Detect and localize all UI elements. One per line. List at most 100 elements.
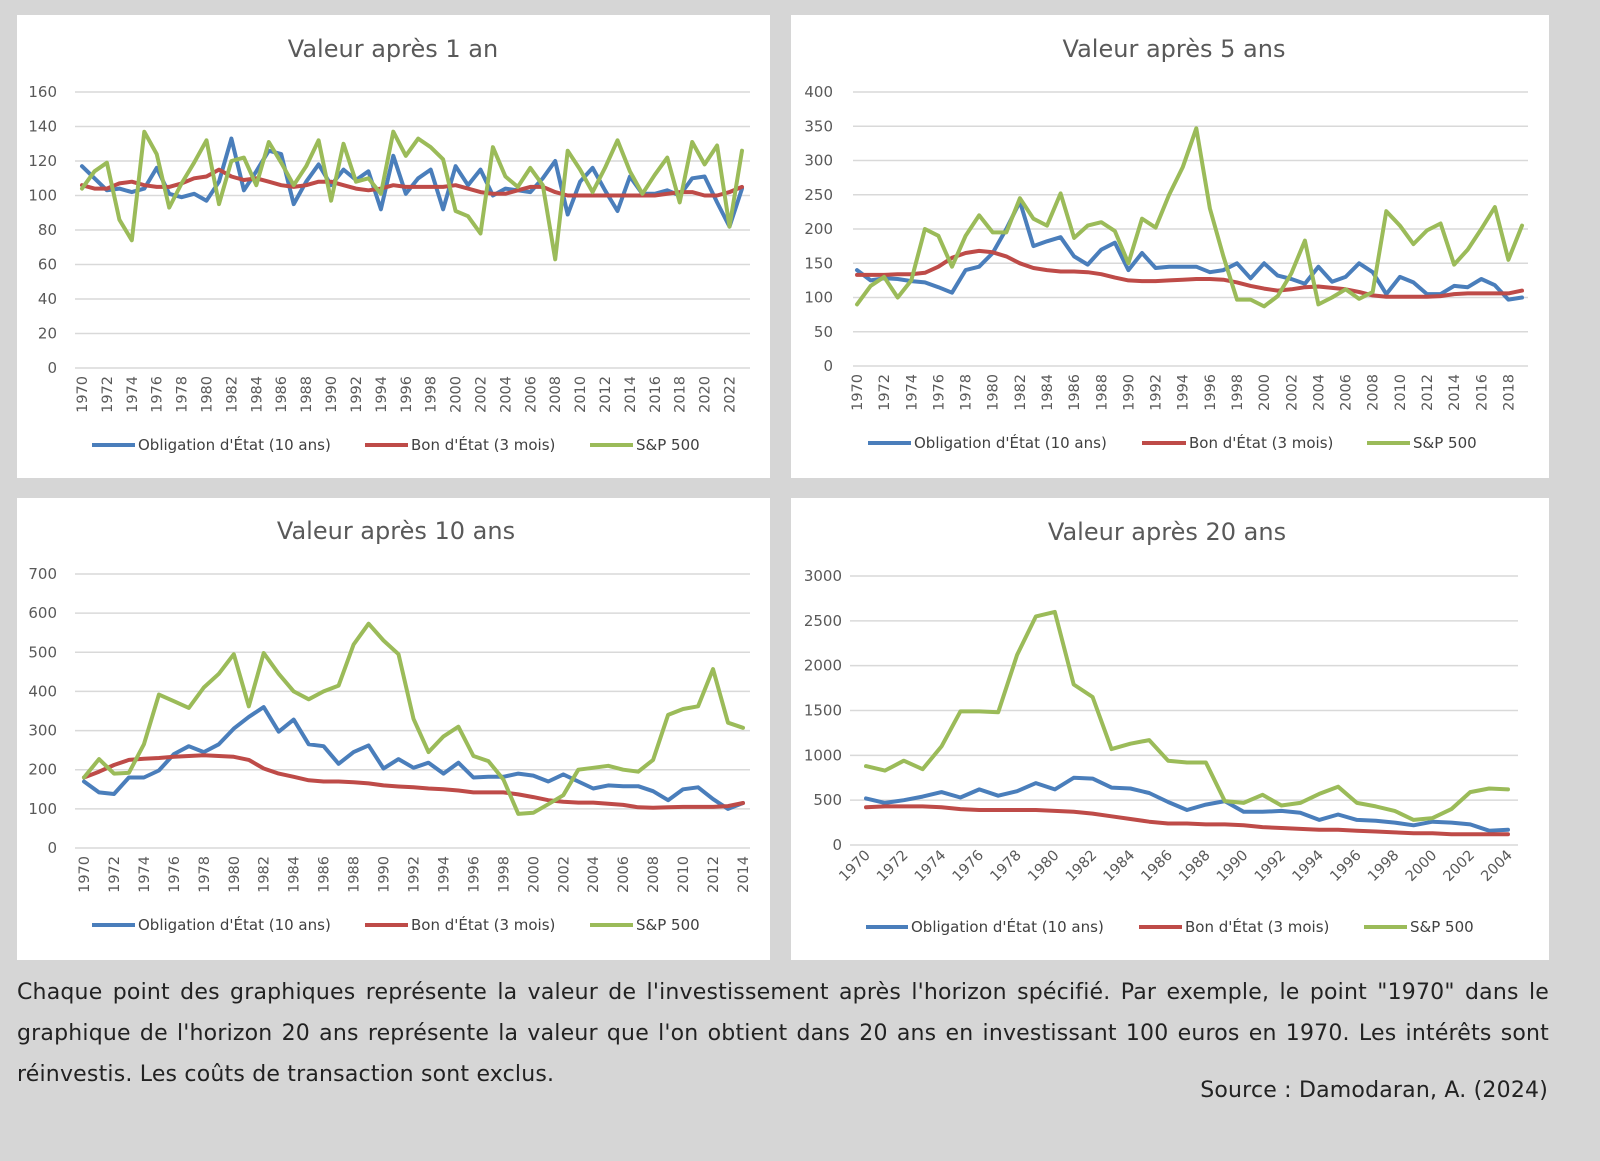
x-tick-label: 1980 <box>986 374 1002 411</box>
chart-2: Valeur après 5 ans 0 50 100 150 200 250 300 350 4… <box>804 35 1528 452</box>
legend-label-bond-10y: Obligation d'État (10 ans) <box>138 435 331 454</box>
x-tick-label: 2016 <box>1474 374 1490 411</box>
y-tick-label: 2000 <box>804 657 842 675</box>
series-line-bill-3m <box>864 804 1510 837</box>
source-citation: Source : Damodaran, A. (2024) <box>1200 1078 1548 1103</box>
x-tick-label: 1992 <box>349 376 365 413</box>
x-tick-label: 1984 <box>249 376 265 413</box>
x-tick-label: 1976 <box>167 856 183 893</box>
x-tick-label: 1998 <box>496 856 512 893</box>
x-tick-label: 1976 <box>150 376 166 413</box>
chart-panel-20ans <box>791 498 1549 960</box>
x-tick-label: 1982 <box>224 376 240 413</box>
y-tick-label: 400 <box>804 83 833 101</box>
y-tick-label: 350 <box>804 117 833 135</box>
x-tick-label: 2000 <box>1257 374 1273 411</box>
x-tick-label: 1986 <box>274 376 290 413</box>
x-tick-label: 2004 <box>586 856 602 893</box>
x-tick-label: 2018 <box>673 376 689 413</box>
y-tick-label: 100 <box>804 289 833 307</box>
x-tick-label: 2014 <box>623 376 639 413</box>
x-tick-label: 1996 <box>399 376 415 413</box>
series-line-bond-10y <box>864 775 1510 833</box>
y-tick-label: 0 <box>47 839 57 857</box>
x-tick-label: 2012 <box>598 376 614 413</box>
x-tick-label: 2008 <box>646 856 662 893</box>
legend-label-bond-10y: Obligation d'État (10 ans) <box>911 917 1104 936</box>
series-line-bond-10y <box>82 705 745 811</box>
x-tick-label: 2022 <box>723 376 739 413</box>
y-tick-label: 2500 <box>804 612 842 630</box>
x-tick-label: 2004 <box>1311 374 1327 411</box>
x-tick-label: 1978 <box>987 848 1024 885</box>
x-tick-label: 1994 <box>436 856 452 893</box>
x-tick-label: 2018 <box>1501 374 1517 411</box>
x-tick-label: 1994 <box>1290 848 1327 885</box>
chart-4: Valeur après 20 ans 0 500 1000 1500 2000 2500 3… <box>804 518 1518 936</box>
series-line-bill-3m <box>82 753 745 810</box>
legend-label-sp500: S&P 500 <box>636 436 700 454</box>
x-tick-label: 1970 <box>836 848 873 885</box>
y-tick-label: 140 <box>28 118 57 136</box>
y-tick-label: 120 <box>28 152 57 170</box>
x-tick-label: 1984 <box>1040 374 1056 411</box>
x-tick-label: 2000 <box>1403 848 1440 885</box>
series-line-bill-3m <box>855 248 1524 299</box>
series-line-bond-10y <box>855 199 1524 302</box>
x-tick-label: 1984 <box>1101 848 1138 885</box>
x-tick-label: 1980 <box>227 856 243 893</box>
chart-1: Valeur après 1 an 0 20 40 60 80 100 120 140 160 19… <box>28 35 750 454</box>
x-tick-label: 1990 <box>324 376 340 413</box>
x-tick-label: 1990 <box>1121 374 1137 411</box>
chart-panel-10ans <box>17 498 770 960</box>
y-tick-label: 1000 <box>804 746 842 764</box>
legend-label-bill-3m: Bon d'État (3 mois) <box>1189 433 1333 452</box>
x-tick-label: 1992 <box>407 856 423 893</box>
x-tick-label: 1986 <box>1139 848 1176 885</box>
y-tick-label: 200 <box>28 761 57 779</box>
y-tick-label: 0 <box>832 836 842 854</box>
y-tick-label: 100 <box>28 800 57 818</box>
y-tick-label: 20 <box>38 325 57 343</box>
x-tick-label: 1974 <box>912 848 949 885</box>
y-tick-label: 500 <box>813 791 842 809</box>
x-tick-label: 1994 <box>374 376 390 413</box>
x-tick-label: 1974 <box>904 374 920 411</box>
x-tick-label: 2008 <box>548 376 564 413</box>
x-tick-label: 2010 <box>1393 374 1409 411</box>
legend-label-bill-3m: Bon d'État (3 mois) <box>1185 917 1329 936</box>
x-tick-label: 1974 <box>137 856 153 893</box>
y-tick-label: 400 <box>28 682 57 700</box>
caption-text: Chaque point des graphiques représente l… <box>17 980 1549 1087</box>
series-line-sp500 <box>855 126 1524 309</box>
y-tick-label: 0 <box>823 357 833 375</box>
legend-label-bond-10y: Obligation d'État (10 ans) <box>138 915 331 934</box>
x-tick-label: 2014 <box>736 856 752 893</box>
x-tick-label: 1972 <box>877 374 893 411</box>
x-tick-label: 2006 <box>616 856 632 893</box>
legend-label-bond-10y: Obligation d'État (10 ans) <box>914 433 1107 452</box>
x-tick-label: 1978 <box>959 374 975 411</box>
legend-label-bill-3m: Bon d'État (3 mois) <box>411 435 555 454</box>
x-tick-label: 1988 <box>299 376 315 413</box>
x-tick-label: 2014 <box>1447 374 1463 411</box>
x-tick-label: 1988 <box>1094 374 1110 411</box>
x-tick-label: 1978 <box>175 376 191 413</box>
x-tick-label: 1986 <box>317 856 333 893</box>
x-tick-label: 1998 <box>1230 374 1246 411</box>
x-tick-label: 1976 <box>950 848 987 885</box>
x-tick-label: 1992 <box>1149 374 1165 411</box>
x-tick-label: 2002 <box>1284 374 1300 411</box>
y-tick-label: 700 <box>28 565 57 583</box>
x-tick-label: 1996 <box>466 856 482 893</box>
x-tick-label: 1976 <box>931 374 947 411</box>
y-tick-label: 3000 <box>804 567 842 585</box>
x-tick-label: 2012 <box>706 856 722 893</box>
x-tick-label: 2010 <box>573 376 589 413</box>
x-tick-label: 2004 <box>498 376 514 413</box>
x-tick-label: 1996 <box>1327 848 1364 885</box>
chart-title: Valeur après 1 an <box>288 35 498 63</box>
x-tick-label: 2002 <box>556 856 572 893</box>
y-tick-label: 250 <box>804 186 833 204</box>
